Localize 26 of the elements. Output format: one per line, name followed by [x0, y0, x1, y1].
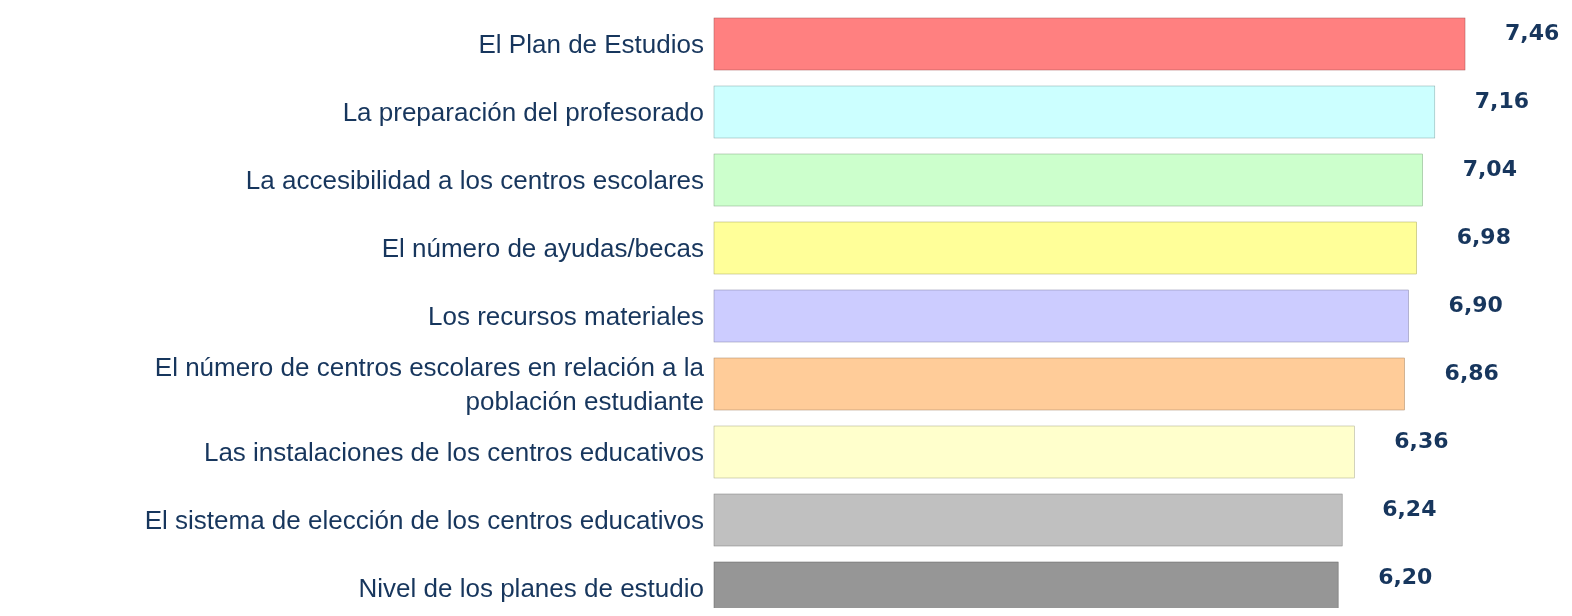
data-label: 6,20	[1378, 564, 1433, 589]
y-tick-label: Las instalaciones de los centros educativos	[203, 437, 704, 467]
y-tick-label: El número de ayudas/becas	[381, 233, 704, 263]
bar	[713, 289, 1409, 343]
data-label: 6,36	[1394, 428, 1449, 453]
bar	[713, 357, 1405, 411]
y-tick-label: Nivel de los planes de estudio	[358, 573, 704, 603]
y-tick-label: El sistema de elección de los centros educativos	[144, 505, 704, 535]
bar	[713, 85, 1436, 139]
bar	[713, 425, 1355, 479]
y-tick-label: El número de centros escolares en relación a la población estudiante	[154, 352, 705, 416]
data-label: 6,90	[1448, 292, 1503, 317]
bar	[713, 17, 1466, 71]
data-label: 6,86	[1444, 360, 1499, 385]
y-tick-label: Los recursos materiales	[428, 301, 704, 331]
data-label: 6,98	[1456, 224, 1511, 249]
data-label: 7,46	[1505, 20, 1560, 45]
data-label: 7,04	[1462, 156, 1517, 181]
data-label: 7,16	[1474, 88, 1530, 113]
y-tick-label: El Plan de Estudios	[478, 29, 704, 59]
bar	[713, 221, 1417, 275]
data-label: 6,24	[1382, 496, 1437, 521]
bar	[713, 493, 1343, 547]
y-tick-label: La accesibilidad a los centros escolares	[245, 165, 704, 195]
y-tick-label: La preparación del profesorado	[342, 97, 704, 127]
bar	[713, 153, 1423, 207]
